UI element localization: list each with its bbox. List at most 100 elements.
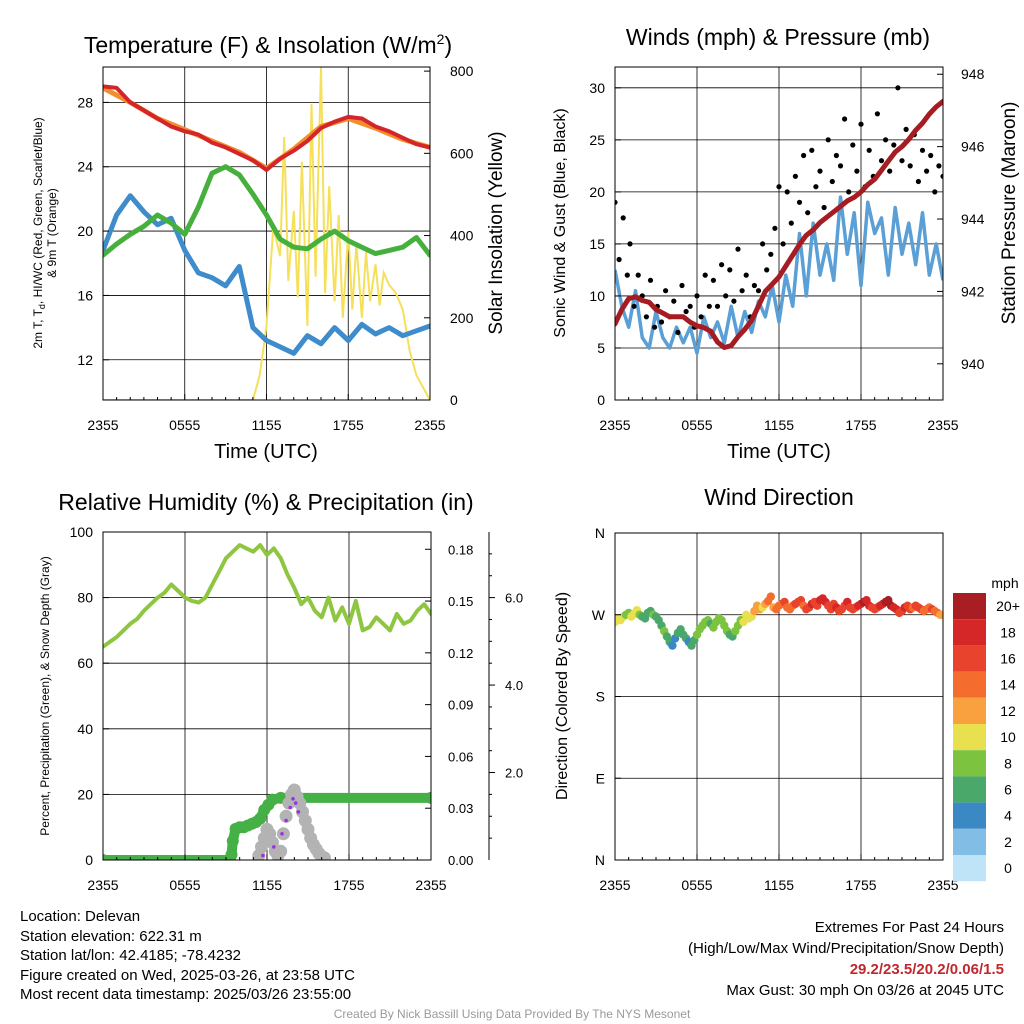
gust-point [723, 293, 729, 299]
gust-point [915, 178, 922, 185]
y2-tick-label: 944 [961, 211, 985, 227]
colorbar-label: 16 [1000, 651, 1016, 667]
x-tick-label: 2355 [927, 877, 958, 893]
x-tick-label: 2355 [414, 417, 445, 433]
y-tick-label: 5 [597, 340, 605, 356]
snow-depth-purple-point [293, 801, 298, 805]
y2-tick-label: 0.03 [448, 801, 473, 816]
gust-point [702, 272, 708, 278]
snow-depth-point [317, 851, 331, 860]
x-tick-label: 2355 [87, 877, 118, 893]
x-tick-label: 1155 [252, 877, 282, 893]
colorbar-label: 2 [1004, 834, 1012, 850]
y2-tick-label: 400 [450, 228, 474, 244]
snow-depth-purple-point [296, 810, 301, 814]
y2-tick-label: 600 [450, 145, 474, 161]
gust-point [829, 178, 835, 185]
y2-tick-label: 940 [961, 356, 985, 372]
colorbar-swatch [953, 855, 986, 882]
gust-point [899, 158, 905, 164]
x-tick-label: 0555 [169, 417, 200, 433]
gust-point [796, 199, 803, 205]
humidity-ylabel: Percent, Precipitation (Green), & Snow D… [38, 556, 52, 835]
gust-point [764, 267, 770, 273]
gust-point [755, 288, 762, 294]
dewpoint-line [103, 164, 430, 258]
solar-insolation-line [103, 67, 430, 400]
gust-point [751, 282, 758, 289]
temperature-ylabel-line2: & 9m T (Orange) [45, 188, 59, 278]
gust-point [643, 314, 650, 320]
y2-tick-label: 800 [450, 63, 474, 79]
gust-point [663, 288, 669, 294]
gust-point [683, 308, 689, 315]
gust-point [805, 210, 811, 216]
direction-ylabel: Direction (Colored By Speed) [554, 592, 571, 800]
x-tick-label: 2355 [599, 417, 630, 433]
x-tick-label: 2355 [599, 877, 630, 893]
gust-point [825, 137, 831, 143]
gust-point [647, 277, 654, 283]
gust-point [788, 220, 794, 226]
x-tick-label: 1155 [764, 877, 794, 893]
temperature-panel: Temperature (F) & Insolation (W/m2) 2355… [31, 31, 507, 463]
y-tick-label: 80 [77, 590, 93, 606]
gust-point [792, 173, 799, 179]
snow-depth-purple-point [288, 805, 293, 810]
gust-point [710, 277, 717, 283]
y2-tick-label: 0.09 [448, 698, 473, 713]
colorbar-swatch [953, 593, 986, 620]
extremes-description: (High/Low/Max Wind/Precipitation/Snow De… [688, 940, 1004, 957]
winds-title: Winds (mph) & Pressure (mb) [626, 24, 930, 50]
sonic-wind-line [615, 195, 943, 355]
snow-depth-purple-point [284, 818, 288, 823]
colorbar-swatch [953, 750, 986, 777]
x-tick-label: 1755 [333, 417, 364, 433]
y3-tick-label: 4.0 [505, 678, 523, 693]
y-tick-label: 28 [77, 94, 93, 110]
gust-point [833, 152, 840, 159]
y3-tick-label: 6.0 [505, 591, 523, 606]
gust-point [940, 173, 943, 179]
y-tick-label: 24 [77, 159, 93, 175]
gust-point [675, 329, 681, 335]
gust-point [891, 142, 897, 148]
x-tick-label: 0555 [169, 877, 200, 893]
gust-point [895, 85, 901, 91]
temperature-ylabel: 2m T, Td, HI/WC (Red, Green, Scarlet/Blu… [31, 117, 47, 348]
recent-timestamp: Most recent data timestamp: 2025/03/26 2… [20, 986, 352, 1004]
winds-ylabel: Sonic Wind & Gust (Blue, Black) [552, 108, 569, 337]
y-tick-label: 25 [589, 132, 605, 148]
gust-point [883, 137, 889, 143]
y-tick-label: 20 [77, 786, 93, 802]
y-tick-label: 100 [70, 524, 94, 540]
y-tick-label: 20 [77, 223, 93, 239]
gust-point [772, 225, 778, 231]
y2-tick-label: 942 [961, 283, 985, 299]
gust-point [813, 184, 819, 190]
y-tick-label: 40 [77, 721, 93, 737]
gust-point [635, 272, 641, 278]
gust-point [924, 168, 930, 174]
y-tick-label: N [595, 525, 605, 541]
colorbar-swatch [953, 619, 986, 646]
x-tick-label: 2355 [927, 417, 958, 433]
gust-point [850, 142, 856, 148]
y-tick-label: E [596, 770, 605, 786]
y-tick-label: 20 [589, 184, 605, 200]
gust-point [727, 267, 733, 273]
gust-point [780, 241, 786, 247]
windchill-line [103, 193, 430, 356]
y-tick-label: 60 [77, 655, 93, 671]
gust-point [743, 272, 749, 278]
gust-point [731, 298, 737, 304]
y-tick-label: 15 [589, 236, 605, 252]
gust-point [719, 262, 725, 268]
gust-point [735, 246, 741, 252]
gust-point [620, 215, 626, 221]
gust-point [821, 204, 827, 211]
snow-depth-point [279, 809, 293, 823]
y-tick-label: 16 [77, 287, 93, 303]
gust-point [878, 158, 885, 164]
gust-point [866, 147, 872, 153]
